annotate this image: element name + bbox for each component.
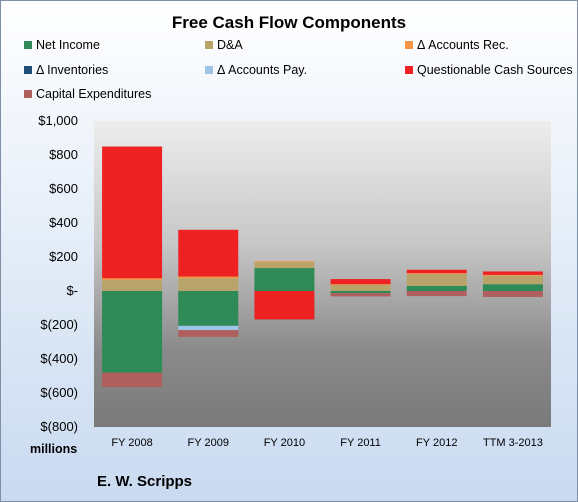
y-tick-label: $(600) — [40, 385, 78, 400]
company-name: E. W. Scripps — [97, 473, 193, 490]
bar-segment — [102, 146, 163, 279]
y-tick-label: $800 — [49, 147, 78, 162]
bar-segment — [102, 279, 163, 291]
bar-segment — [178, 291, 239, 326]
bar-segment — [254, 319, 315, 320]
x-tick-label: FY 2010 — [263, 437, 306, 449]
bar-segment — [482, 291, 543, 297]
legend-swatch — [205, 40, 213, 49]
y-tick-label: $- — [66, 283, 78, 298]
bar-segment — [178, 330, 239, 337]
x-tick-label: FY 2012 — [416, 437, 458, 449]
bar-segment — [330, 293, 391, 297]
bar-segment — [330, 279, 391, 285]
bar-segment — [178, 276, 239, 279]
legend-item: Net Income — [24, 38, 100, 52]
plot-area — [94, 121, 551, 427]
y-tick-label: $600 — [49, 181, 78, 196]
bar-segment — [406, 285, 467, 291]
bar-segment — [102, 372, 163, 388]
bar-segment — [178, 325, 239, 331]
bar-segment — [482, 271, 543, 275]
legend-swatch — [24, 40, 32, 49]
legend-item: Δ Accounts Rec. — [405, 38, 509, 52]
legend-swatch — [405, 65, 413, 74]
x-tick-label: FY 2011 — [340, 437, 381, 449]
legend-label: Δ Accounts Pay. — [217, 63, 308, 77]
bar-segment — [330, 291, 391, 294]
legend-item: Δ Accounts Pay. — [205, 63, 307, 77]
x-tick-label: FY 2009 — [187, 437, 229, 449]
bar-segment — [254, 291, 315, 320]
legend-label: Capital Expenditures — [36, 87, 152, 101]
x-tick-label: FY 2008 — [111, 437, 153, 449]
bar-segment — [406, 273, 467, 274]
legend-item: Capital Expenditures — [24, 87, 151, 101]
bar-segment — [254, 262, 315, 269]
legend-label: Δ Accounts Rec. — [417, 38, 509, 52]
y-tick-label: $200 — [49, 249, 78, 264]
bar-segment — [178, 229, 239, 277]
y-tick-label: $400 — [49, 215, 78, 230]
bar-segment — [330, 285, 391, 291]
legend-item: Δ Inventories — [24, 63, 108, 77]
legend-swatch — [205, 65, 213, 74]
legend-swatch — [24, 89, 32, 98]
bar-segment — [254, 261, 315, 263]
bar-segment — [406, 291, 467, 297]
legend-swatch — [24, 65, 32, 74]
bar-segment — [178, 278, 239, 291]
y-tick-label: $(400) — [40, 351, 78, 366]
bar-segment — [482, 275, 543, 285]
bar-segment — [102, 278, 163, 280]
y-tick-label: $(200) — [40, 317, 78, 332]
legend-item: Questionable Cash Sources — [405, 63, 573, 77]
legend-swatch — [405, 40, 413, 49]
bar-segment — [406, 269, 467, 274]
y-units-label: millions — [30, 442, 78, 456]
legend-label: Questionable Cash Sources — [417, 63, 573, 77]
bar-segment — [482, 284, 543, 291]
legend-label: Δ Inventories — [36, 63, 109, 77]
legend-label: Net Income — [36, 38, 100, 52]
bar-segment — [254, 268, 315, 291]
bar-segment — [482, 274, 543, 276]
legend-item: D&A — [205, 38, 243, 52]
x-tick-label: TTM 3-2013 — [482, 437, 543, 449]
chart-title: Free Cash Flow Components — [171, 13, 407, 32]
bar-segment — [330, 284, 391, 286]
legend-label: D&A — [217, 38, 243, 52]
y-tick-label: $1,000 — [38, 113, 78, 128]
y-tick-label: $(800) — [40, 419, 78, 434]
bar-segment — [102, 291, 163, 373]
bar-segment — [406, 274, 467, 286]
